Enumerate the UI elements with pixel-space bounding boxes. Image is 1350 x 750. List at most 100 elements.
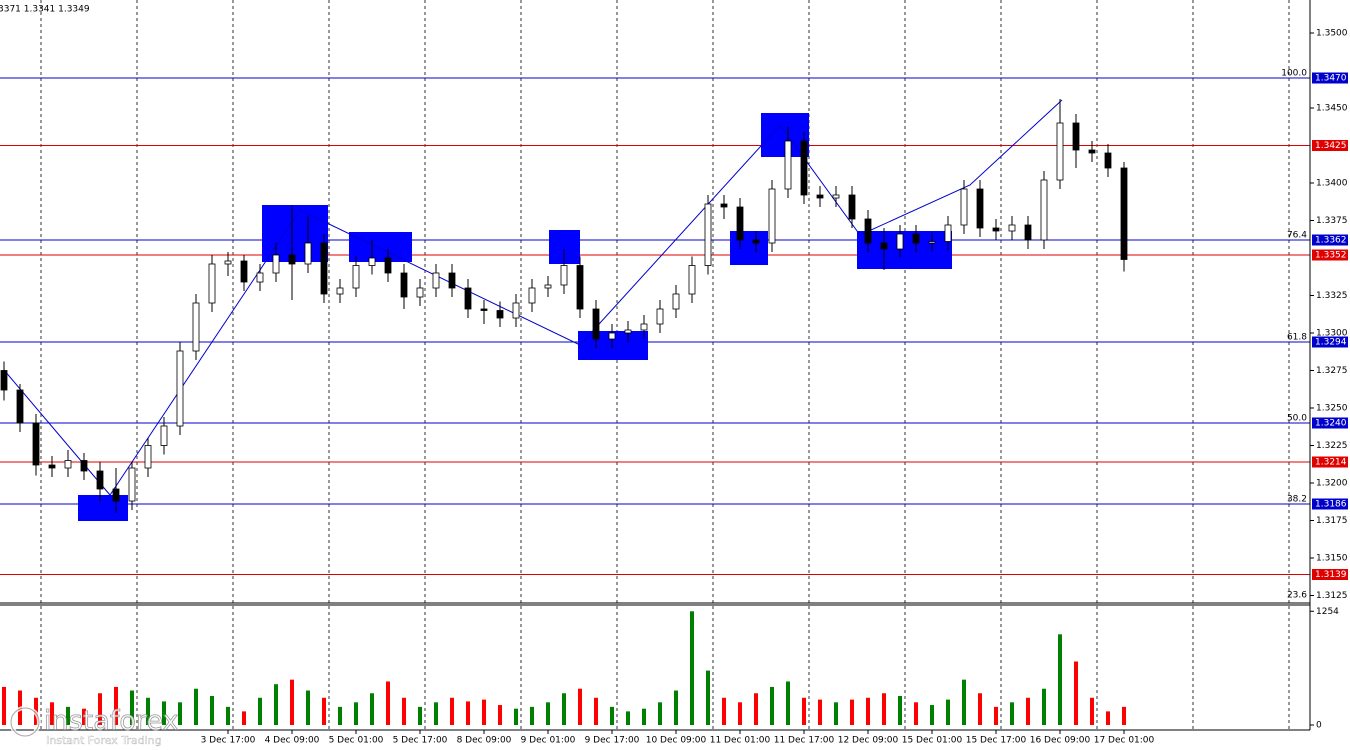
volume-bar <box>434 702 438 725</box>
volume-bar <box>274 684 278 725</box>
volume-bar <box>242 711 246 725</box>
volume-bar <box>338 706 342 725</box>
candle-body <box>400 272 408 298</box>
zone <box>349 232 412 262</box>
watermark-tagline: Instant Forex Trading <box>46 734 162 747</box>
candle-body <box>496 310 504 319</box>
y-tick-label: 1.3400 <box>1316 179 1348 189</box>
volume-bar <box>834 702 838 725</box>
volume-bar <box>114 686 118 725</box>
volume-bar <box>930 705 934 725</box>
volume-bar <box>642 708 646 725</box>
zigzag-line <box>3 99 1063 496</box>
level-label-box <box>1312 234 1348 246</box>
level-label-box <box>1312 569 1348 580</box>
candle-body <box>320 242 328 295</box>
candle-body <box>896 233 904 250</box>
candle-body <box>704 203 712 266</box>
candle-body <box>640 323 648 331</box>
axis: 1.35001.34501.34001.33751.33251.33001.32… <box>201 29 1348 746</box>
volume-bar <box>194 688 198 725</box>
y-tick-label: 1.3375 <box>1316 216 1348 226</box>
volume-bar <box>578 688 582 725</box>
candle-body <box>176 350 184 427</box>
y-tick-label: 1.3250 <box>1316 404 1348 414</box>
volume-bar <box>994 706 998 725</box>
candle-body <box>1056 122 1064 181</box>
candle-body <box>720 203 728 208</box>
volume-bar <box>2 686 6 725</box>
volume-bar <box>562 693 566 725</box>
volume-bar <box>66 706 70 725</box>
volume-bar <box>882 693 886 725</box>
candle-body <box>960 188 968 226</box>
volume-bar <box>450 697 454 725</box>
y-tick-label: 1.3150 <box>1316 554 1348 564</box>
candle-body <box>224 260 232 265</box>
volume-bar <box>466 701 470 725</box>
volume-bar <box>146 697 150 725</box>
fib-label: 100.0 <box>1281 69 1307 79</box>
candle-body <box>272 254 280 274</box>
candle-body <box>976 188 984 229</box>
candle-body <box>480 308 488 311</box>
volume-bar <box>1058 634 1062 725</box>
candle-body <box>1072 122 1080 151</box>
x-tick-label: 15 Dec 01:00 <box>902 736 963 746</box>
x-tick-label: 15 Dec 17:00 <box>966 736 1027 746</box>
candle-body <box>672 293 680 310</box>
x-tick-label: 4 Dec 09:00 <box>265 736 320 746</box>
zone <box>857 231 952 269</box>
volume-bar <box>626 711 630 725</box>
volume-bar <box>98 693 102 725</box>
volume-bar <box>738 702 742 725</box>
volume-bar <box>226 706 230 725</box>
y-tick-label: 1.3300 <box>1316 329 1348 339</box>
candle-body <box>16 389 24 424</box>
header: 3371 1.3341 1.3349 <box>0 5 90 15</box>
y-tick-label: 1.3200 <box>1316 479 1348 489</box>
fib-label: 38.2 <box>1287 495 1307 505</box>
candle-body <box>1040 179 1048 241</box>
candle-body <box>1088 149 1096 154</box>
candle-body <box>544 284 552 289</box>
y-tick-label: 1.3275 <box>1316 366 1348 376</box>
level-label: 1.3470 <box>1315 74 1347 84</box>
candle-body <box>864 218 872 244</box>
candle-body <box>592 308 600 340</box>
candle-body <box>128 467 136 502</box>
candle-body <box>624 329 632 334</box>
candle-body <box>208 263 216 304</box>
volume-bar <box>770 686 774 725</box>
volume-bar <box>162 701 166 725</box>
volume-bar <box>1026 697 1030 725</box>
candle-body <box>416 287 424 298</box>
candle-body <box>880 242 888 250</box>
candle-body <box>1008 224 1016 232</box>
volume <box>2 611 1126 725</box>
y-tick-label: 1.3325 <box>1316 291 1348 301</box>
volume-bar <box>802 697 806 725</box>
volume-bar <box>178 702 182 725</box>
candle-body <box>784 140 792 190</box>
candle-body <box>512 302 520 319</box>
zone <box>262 205 328 262</box>
fib-label: 61.8 <box>1287 333 1307 343</box>
level-label: 1.3186 <box>1315 500 1347 510</box>
level-label-box <box>1312 336 1348 348</box>
candle-body <box>368 257 376 266</box>
candle-body <box>288 254 296 265</box>
volume-bar <box>370 693 374 725</box>
candle-body <box>432 272 440 289</box>
volume-bar <box>754 693 758 725</box>
candle-body <box>928 241 936 244</box>
volume-bar <box>722 697 726 725</box>
level-label: 1.3240 <box>1315 419 1347 429</box>
candle-body <box>560 265 568 286</box>
volume-bar <box>258 697 262 725</box>
volume-bar <box>978 693 982 725</box>
volume-bar <box>594 697 598 725</box>
level-label: 1.3139 <box>1315 570 1347 580</box>
